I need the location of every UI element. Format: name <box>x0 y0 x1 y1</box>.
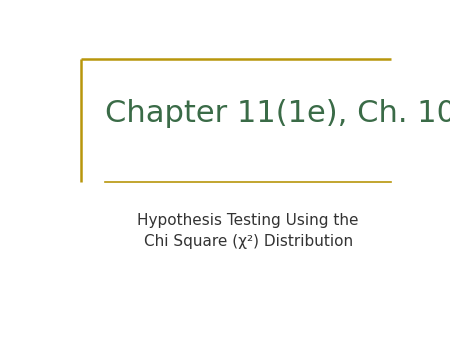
Text: Chapter 11(1e), Ch. 10 (2/3e): Chapter 11(1e), Ch. 10 (2/3e) <box>105 99 450 128</box>
Text: Hypothesis Testing Using the
Chi Square (χ²) Distribution: Hypothesis Testing Using the Chi Square … <box>137 213 359 248</box>
